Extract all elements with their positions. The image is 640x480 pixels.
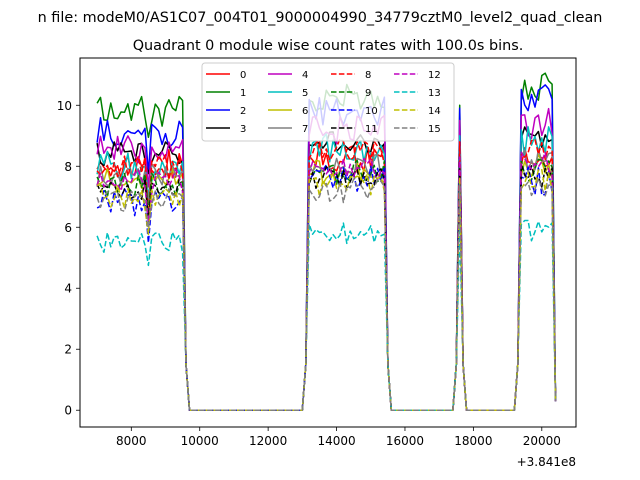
x-tick-label: 20000: [523, 434, 561, 448]
legend-label-7: 7: [302, 124, 308, 135]
legend-label-12: 12: [428, 70, 441, 81]
y-axis: 0 2 4 6 8 10: [57, 99, 80, 418]
legend-label-9: 9: [365, 88, 371, 99]
series-line-7: [96, 148, 557, 411]
legend-label-10: 10: [365, 106, 378, 117]
x-tick-label: 10000: [181, 434, 219, 448]
y-tick-label: 6: [64, 221, 72, 235]
legend-label-11: 11: [365, 124, 378, 135]
x-tick-label: 14000: [317, 434, 355, 448]
legend-label-14: 14: [428, 106, 441, 117]
y-tick-label: 10: [57, 99, 72, 113]
legend-label-8: 8: [365, 70, 371, 81]
legend-label-15: 15: [428, 124, 441, 135]
legend-label-5: 5: [302, 88, 308, 99]
legend-box: [201, 62, 455, 142]
legend-label-3: 3: [240, 124, 246, 135]
series-line-15: [96, 177, 557, 411]
series-line-6: [97, 153, 557, 411]
x-axis: 8000 10000 12000 14000 16000 18000 20000: [116, 427, 561, 448]
series-line-11: [96, 163, 557, 411]
series-line-14: [97, 169, 557, 411]
series-line-8: [96, 138, 557, 411]
legend-label-0: 0: [240, 70, 246, 81]
y-tick-label: 8: [64, 160, 72, 174]
legend-label-2: 2: [240, 106, 246, 117]
legend-label-13: 13: [428, 88, 441, 99]
x-tick-label: 16000: [386, 434, 424, 448]
chart-title: Quadrant 0 module wise count rates with …: [133, 38, 524, 54]
figure-suptitle: n file: modeM0/AS1C07_004T01_9000004990_…: [38, 10, 603, 26]
legend-label-4: 4: [302, 70, 308, 81]
legend-label-1: 1: [240, 88, 246, 99]
series-line-10: [96, 164, 557, 411]
y-tick-label: 2: [64, 343, 72, 357]
plot-frame: [79, 57, 577, 428]
y-tick-label: 0: [64, 404, 72, 418]
y-tick-label: 4: [64, 282, 72, 296]
x-tick-label: 18000: [454, 434, 492, 448]
x-tick-label: 8000: [116, 434, 147, 448]
series-line-12: [96, 151, 557, 411]
legend-label-6: 6: [302, 106, 308, 117]
x-tick-label: 12000: [249, 434, 287, 448]
series-line-13: [96, 219, 557, 411]
x-offset-label: +3.841e8: [517, 455, 576, 469]
